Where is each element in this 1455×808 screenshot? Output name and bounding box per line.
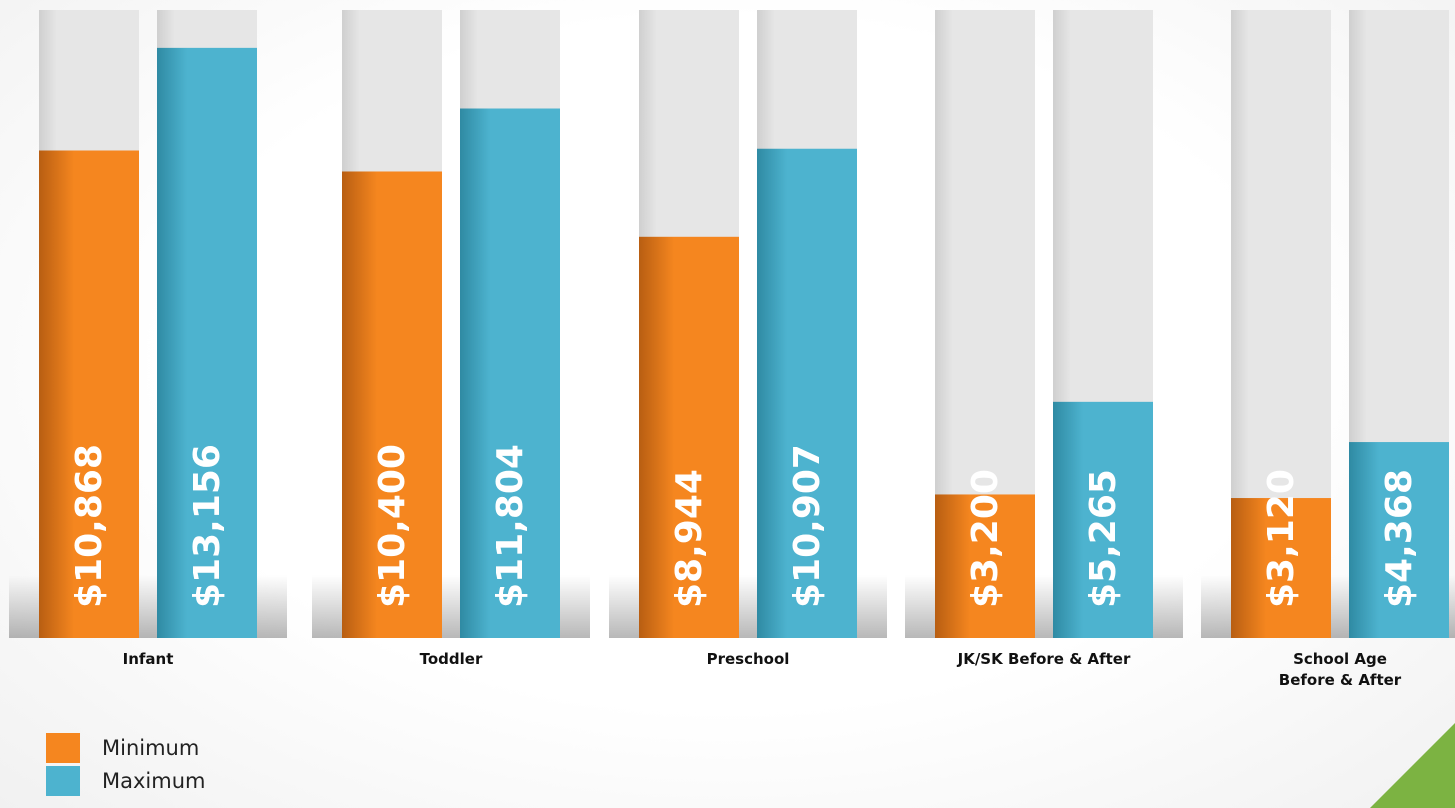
- legend: Minimum Maximum: [46, 731, 205, 797]
- data-label-minimum-school-age-before-after: $3,120: [1261, 469, 1302, 608]
- bar-minimum-toddler: [342, 171, 442, 638]
- data-label-minimum-infant: $10,868: [69, 444, 110, 608]
- legend-item-minimum: Minimum: [46, 731, 205, 764]
- data-label-maximum-jk-sk-before-after: $5,265: [1083, 469, 1124, 608]
- bar-track-shade-minimum-jk-sk-before-after: [935, 10, 953, 638]
- category-label-school-age-before-after: School Age Before & After: [1278, 650, 1402, 689]
- bar-minimum-jk-sk-before-after: [935, 494, 1035, 638]
- legend-label-maximum: Maximum: [102, 768, 206, 793]
- data-label-maximum-school-age-before-after: $4,368: [1379, 469, 1420, 608]
- category-label-jk-sk-before-after: JK/SK Before & After: [957, 650, 1131, 668]
- bar-maximum-infant: [157, 47, 257, 638]
- legend-item-maximum: Maximum: [46, 764, 205, 797]
- bar-maximum-preschool: [757, 148, 857, 638]
- data-label-maximum-preschool: $10,907: [787, 444, 828, 608]
- data-label-minimum-jk-sk-before-after: $3,200: [965, 469, 1006, 608]
- bar-track-shade-minimum-school-age-before-after: [1231, 10, 1249, 638]
- corner-accent: [1370, 723, 1455, 808]
- bar-chart: $10,868 $13,156 $10,400 $11,804 $8,944 $10,90…: [9, 10, 1455, 639]
- legend-swatch-maximum: [46, 765, 80, 796]
- bar-minimum-infant: [39, 150, 139, 639]
- legend-swatch-minimum: [46, 732, 80, 763]
- category-label-toddler: Toddler: [419, 650, 483, 668]
- bar-maximum-toddler: [460, 108, 560, 638]
- legend-label-minimum: Minimum: [102, 735, 200, 760]
- bar-maximum-school-age-before-after: [1349, 442, 1449, 638]
- bar-minimum-school-age-before-after: [1231, 498, 1331, 638]
- data-label-maximum-infant: $13,156: [187, 444, 228, 608]
- data-label-maximum-toddler: $11,804: [490, 444, 531, 608]
- category-label-preschool: Preschool: [706, 650, 790, 668]
- category-label-infant: Infant: [122, 650, 174, 668]
- bar-minimum-preschool: [639, 236, 739, 638]
- data-label-minimum-toddler: $10,400: [372, 444, 413, 608]
- bar-maximum-jk-sk-before-after: [1053, 401, 1153, 638]
- data-label-minimum-preschool: $8,944: [669, 469, 710, 608]
